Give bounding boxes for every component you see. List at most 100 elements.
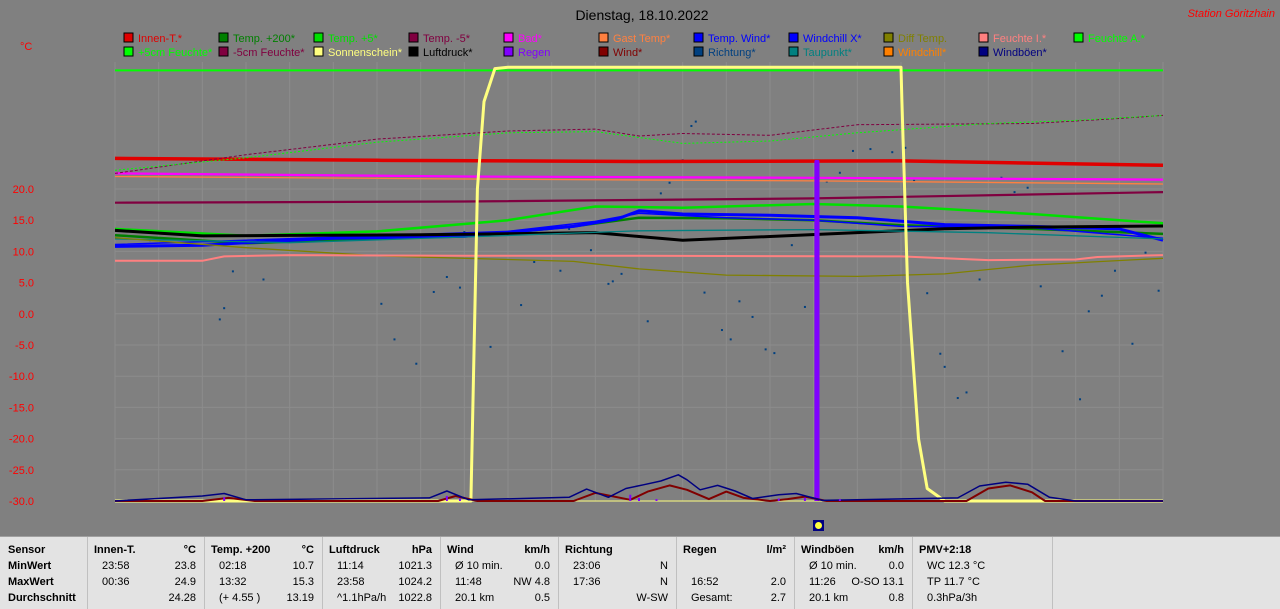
legend-label: Windböen*	[993, 47, 1048, 59]
direction-point	[262, 278, 265, 281]
legend-label: Luftdruck*	[423, 47, 473, 59]
direction-point	[694, 120, 697, 123]
series-bad	[114, 172, 1164, 181]
stats-column-luftdruck: Luftdruck hPa 11:14 1021.3 23:58 1024.2 ^1.1hP…	[323, 537, 441, 609]
series-wind	[115, 484, 1163, 502]
cell-value: 2.7	[770, 592, 786, 604]
cell-value: N	[660, 576, 668, 588]
direction-point	[838, 171, 841, 174]
legend-label: Feuchte I.*	[993, 33, 1047, 45]
legend-swatch	[978, 46, 989, 57]
legend-item-gast-temp[interactable]: Gast Temp*	[598, 32, 671, 45]
legend-item-feuchte-a[interactable]: Feuchte A.*	[1073, 32, 1146, 45]
chart-date-title: Dienstag, 18.10.2022	[575, 7, 708, 23]
direction-point	[620, 272, 623, 275]
cell-label: 11:48	[455, 576, 482, 588]
cell-value: 1024.2	[398, 576, 432, 588]
legend-item-richtung[interactable]: Richtung*	[693, 46, 756, 59]
legend-item-windchill[interactable]: Windchill*	[883, 46, 947, 59]
legend-swatch	[503, 32, 514, 43]
legend-item-sonnenschein[interactable]: Sonnenschein*	[313, 46, 403, 59]
direction-point	[393, 338, 396, 341]
legend-label: Sonnenschein*	[328, 47, 403, 59]
direction-point	[646, 320, 649, 323]
row-label-max: MaxWert	[8, 576, 54, 588]
cell-value: O-SO 13.1	[851, 576, 904, 588]
y-tick-label: 5.0	[19, 278, 34, 290]
column-title: Regen	[683, 544, 717, 556]
legend-label: Windchill X*	[803, 33, 862, 45]
y-tick-label: -30.0	[9, 496, 34, 508]
cell-label: 20.1 km	[455, 592, 495, 604]
direction-point	[415, 362, 418, 365]
row-label-min: MinWert	[8, 560, 52, 572]
direction-point	[607, 282, 610, 285]
legend-item-windb-en[interactable]: Windböen*	[978, 46, 1048, 59]
chart-legend: Innen-T.* Temp. +200* Temp. +5* Temp. -5* Ba…	[123, 32, 1146, 59]
direction-point	[1100, 294, 1103, 297]
series-feuchte-i	[115, 254, 1164, 262]
legend-item-wind[interactable]: Wind*	[598, 46, 643, 59]
cell-label: Ø 10 min.	[809, 560, 857, 572]
series-temp-5	[114, 202, 1164, 238]
direction-point	[458, 286, 461, 289]
stats-column-regen: Regen l/m² 16:52 2.0 Gesamt: 2.7	[677, 537, 795, 609]
legend-swatch	[313, 46, 324, 57]
legend-item-luftdruck[interactable]: Luftdruck*	[408, 46, 473, 59]
cell-label: 20.1 km	[809, 592, 849, 604]
legend-label: Temp. -5*	[423, 33, 471, 45]
direction-point	[380, 302, 383, 305]
legend-label: -5cm Feuchte*	[233, 47, 305, 59]
column-unit: °C	[301, 544, 314, 556]
legend-swatch	[503, 46, 514, 57]
statistics-table: Sensor MinWert MaxWert Durchschnitt Inne…	[0, 536, 1280, 609]
legend-item-bad[interactable]: Bad*	[503, 32, 543, 45]
column-title: PMV+2:18	[919, 544, 972, 556]
direction-point	[939, 352, 942, 355]
direction-point	[1026, 186, 1029, 189]
direction-point	[1079, 398, 1082, 401]
legend-item-5cm-feuchte[interactable]: -5cm Feuchte*	[218, 46, 305, 59]
legend-item-5cm-feuchte[interactable]: +5cm Feuchte*	[123, 46, 213, 59]
direction-point	[773, 352, 776, 355]
cell-value: 24.28	[168, 592, 196, 604]
legend-label: Gast Temp*	[613, 33, 671, 45]
cell-label: (+ 4.55 )	[219, 592, 261, 604]
legend-item-feuchte-i[interactable]: Feuchte I.*	[978, 32, 1047, 45]
direction-point	[445, 275, 448, 278]
direction-point	[668, 181, 671, 184]
legend-item-windchill-x[interactable]: Windchill X*	[788, 32, 862, 45]
cell-value: 0.8	[888, 592, 904, 604]
legend-item-temp-5[interactable]: Temp. -5*	[408, 32, 471, 45]
cell-label: 00:36	[102, 576, 130, 588]
cell-value: 13.19	[286, 592, 314, 604]
cell-value: 1022.8	[398, 592, 432, 604]
legend-item-taupunkt[interactable]: Taupunkt*	[788, 46, 853, 59]
legend-swatch	[883, 32, 894, 43]
legend-item-regen[interactable]: Regen	[503, 46, 550, 59]
cell-label: TP 11.7 °C	[927, 576, 980, 588]
series-windb-en	[114, 474, 1163, 502]
legend-swatch	[883, 46, 894, 57]
legend-item-temp-5[interactable]: Temp. +5*	[313, 32, 379, 45]
cell-label: 17:36	[573, 576, 601, 588]
legend-item-innen-t[interactable]: Innen-T.*	[123, 32, 183, 45]
column-unit: km/h	[878, 544, 904, 556]
legend-item-temp-wind[interactable]: Temp. Wind*	[693, 32, 771, 45]
column-unit: °C	[183, 544, 196, 556]
direction-point	[790, 244, 793, 247]
cell-label: WC 12.3 °C	[927, 560, 986, 572]
y-axis-ticks: 20.0 15.0 10.0 5.0 0.0 -5.0 -10.0 -15.0 -20.0 -25…	[9, 184, 34, 508]
legend-item-diff-temp[interactable]: Diff Temp.	[883, 32, 947, 45]
y-tick-label: -20.0	[9, 434, 34, 446]
direction-point	[1144, 251, 1147, 254]
stats-column-pmv-2-18: PMV+2:18 WC 12.3 °C TP 11.7 °C 0.3hPa/3h	[913, 537, 1053, 609]
direction-point	[463, 231, 466, 234]
cell-label: ^1.1hPa/h	[337, 592, 387, 604]
direction-point	[1157, 289, 1160, 292]
legend-item-temp-200[interactable]: Temp. +200*	[218, 32, 296, 45]
series-windchill-x	[114, 212, 1164, 246]
chart-grid	[114, 62, 1164, 502]
series-diff-temp	[114, 237, 1164, 278]
direction-point	[751, 315, 754, 318]
